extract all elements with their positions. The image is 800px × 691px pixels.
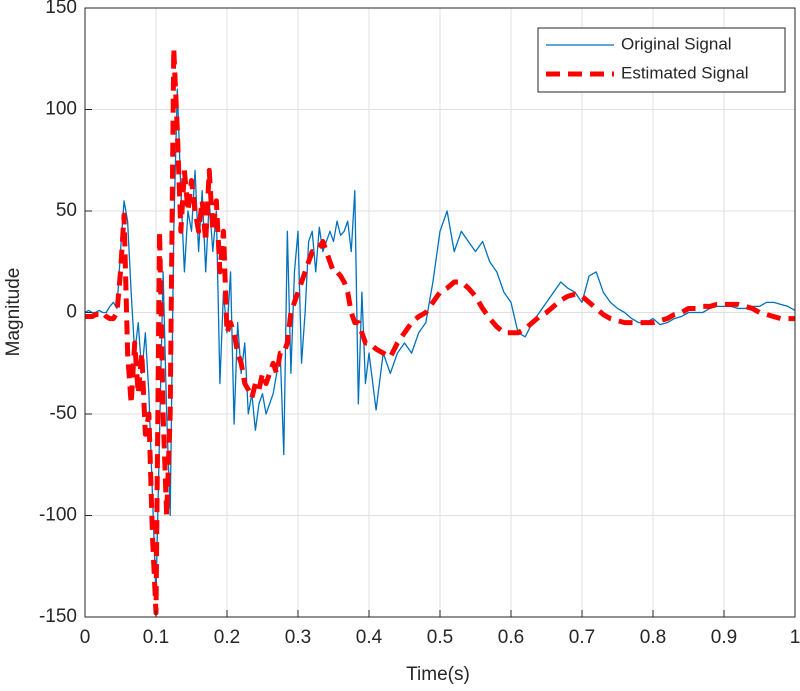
x-tick-label: 0.1: [143, 627, 169, 648]
y-tick-label: 150: [45, 0, 77, 18]
x-tick-label: 0: [80, 627, 91, 648]
legend: Original Signal Estimated Signal: [537, 27, 786, 93]
x-tick-label: 0.4: [356, 627, 383, 648]
x-tick-label: 1: [790, 627, 800, 648]
ticks: 0 0.1 0.2 0.3 0.4 0.5 0.6 0.7 0.8 0.9 1 -150 -100 -50…: [39, 0, 800, 648]
y-tick-label: -150: [39, 606, 77, 627]
series-line: [85, 46, 795, 616]
y-tick-label: 50: [56, 200, 77, 221]
legend-box: [537, 27, 786, 93]
y-tick-label: -100: [39, 505, 77, 526]
x-tick-label: 0.5: [427, 627, 453, 648]
x-tick-label: 0.3: [285, 627, 311, 648]
y-tick-label: 100: [45, 99, 77, 120]
lines: [84, 46, 796, 616]
x-tick-label: 0.9: [711, 627, 737, 648]
series-line: [84, 88, 796, 598]
x-tick-label: 0.7: [569, 627, 595, 648]
x-axis-label: Time(s): [406, 664, 470, 685]
x-tick-label: 0.6: [498, 627, 524, 648]
x-tick-label: 0.8: [640, 627, 666, 648]
y-tick-label: 0: [66, 302, 77, 323]
x-tick-label: 0.2: [214, 627, 240, 648]
y-tick-label: -50: [50, 403, 77, 424]
y-axis-label: Magnitude: [3, 268, 24, 357]
legend-label: Original Signal: [621, 34, 732, 53]
legend-label: Estimated Signal: [621, 63, 749, 82]
